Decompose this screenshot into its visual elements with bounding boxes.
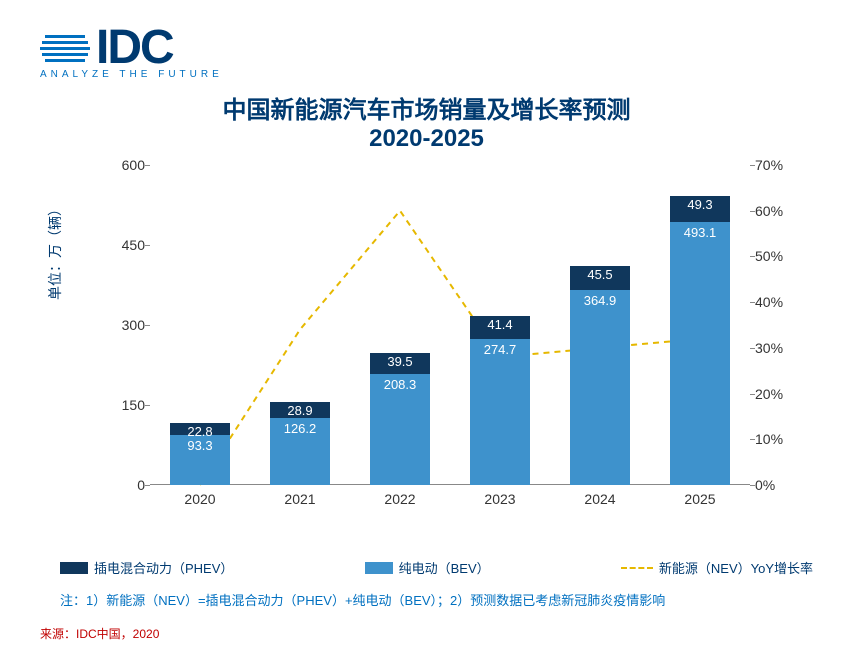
ytick-left: 600 bbox=[105, 157, 145, 173]
logo-brand-text: IDC bbox=[96, 20, 173, 75]
swatch-bev bbox=[365, 562, 393, 574]
ytick-right: 40% bbox=[755, 294, 800, 310]
growth-line bbox=[150, 165, 750, 485]
chart-area: 01503004506000%10%20%30%40%50%60%70%2020… bbox=[100, 165, 800, 525]
logo-tagline: ANALYZE THE FUTURE bbox=[40, 69, 813, 80]
xtick: 2025 bbox=[650, 491, 750, 507]
xtick: 2023 bbox=[450, 491, 550, 507]
plot-region: 01503004506000%10%20%30%40%50%60%70%2020… bbox=[150, 165, 750, 485]
legend-growth: 新能源（NEV）YoY增长率 bbox=[621, 558, 813, 577]
title-line2: 2020-2025 bbox=[40, 125, 813, 153]
legend-phev-label: 插电混合动力（PHEV） bbox=[94, 558, 233, 577]
ytick-right: 60% bbox=[755, 203, 800, 219]
ytick-left: 450 bbox=[105, 237, 145, 253]
xtick: 2020 bbox=[150, 491, 250, 507]
xtick: 2022 bbox=[350, 491, 450, 507]
legend-bev: 纯电动（BEV） bbox=[365, 558, 490, 577]
swatch-phev bbox=[60, 562, 88, 574]
chart-title: 中国新能源汽车市场销量及增长率预测 2020-2025 bbox=[40, 90, 813, 153]
ytick-left: 150 bbox=[105, 397, 145, 413]
swatch-growth bbox=[621, 567, 653, 569]
idc-globe-icon bbox=[40, 23, 90, 73]
ytick-left: 300 bbox=[105, 317, 145, 333]
title-line1: 中国新能源汽车市场销量及增长率预测 bbox=[40, 90, 813, 125]
legend-bev-label: 纯电动（BEV） bbox=[399, 558, 490, 577]
ytick-right: 70% bbox=[755, 157, 800, 173]
legend-phev: 插电混合动力（PHEV） bbox=[60, 558, 233, 577]
ytick-right: 50% bbox=[755, 248, 800, 264]
ytick-right: 30% bbox=[755, 340, 800, 356]
legend: 插电混合动力（PHEV） 纯电动（BEV） 新能源（NEV）YoY增长率 bbox=[60, 558, 813, 577]
ytick-left: 0 bbox=[105, 477, 145, 493]
xtick: 2024 bbox=[550, 491, 650, 507]
source-text: 来源：IDC中国，2020 bbox=[40, 625, 159, 642]
page-root: IDC ANALYZE THE FUTURE 中国新能源汽车市场销量及增长率预测… bbox=[0, 0, 853, 669]
xtick: 2021 bbox=[250, 491, 350, 507]
y-axis-left-label: 单位：万（辆） bbox=[45, 202, 65, 300]
legend-growth-label: 新能源（NEV）YoY增长率 bbox=[659, 558, 813, 577]
ytick-right: 10% bbox=[755, 431, 800, 447]
ytick-right: 0% bbox=[755, 477, 800, 493]
ytick-right: 20% bbox=[755, 386, 800, 402]
footnote: 注：1）新能源（NEV）=插电混合动力（PHEV）+纯电动（BEV）；2）预测数… bbox=[60, 590, 665, 609]
idc-logo-block: IDC ANALYZE THE FUTURE bbox=[40, 20, 813, 80]
